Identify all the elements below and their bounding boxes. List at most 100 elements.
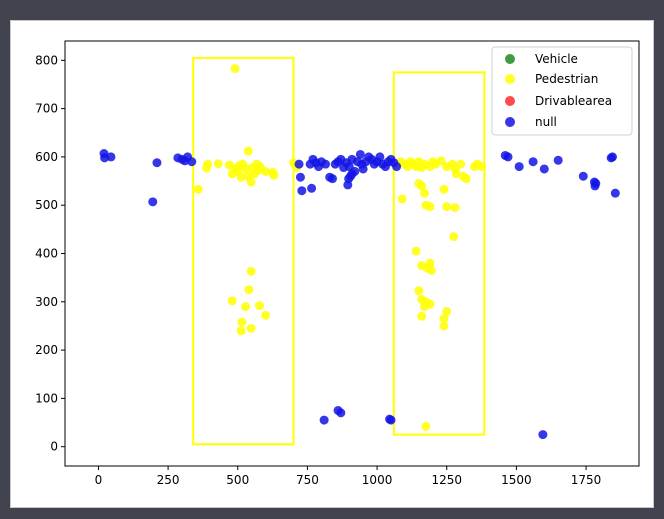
point-pedestrian	[241, 302, 251, 312]
legend-marker-null	[505, 117, 515, 127]
highlight-box-2	[392, 71, 486, 436]
x-tick-label: 750	[296, 473, 319, 487]
y-tick-label: 200	[35, 343, 58, 357]
point-pedestrian	[261, 166, 271, 176]
x-tick-label: 1750	[571, 473, 602, 487]
point-pedestrian	[237, 317, 247, 327]
figure-frame: 0 250 500 750 1000 1250 1500 1750 0 100 200 300 400…	[10, 20, 654, 508]
point-null	[578, 171, 588, 181]
point-pedestrian	[246, 323, 256, 333]
point-pedestrian	[244, 285, 254, 295]
point-null	[319, 415, 329, 425]
point-null	[608, 152, 618, 162]
y-tick-label: 500	[35, 198, 58, 212]
point-pedestrian	[213, 159, 223, 169]
y-axis: 0 100 200 300 400 500 600 700 800	[35, 53, 65, 454]
point-null	[591, 178, 601, 188]
point-pedestrian	[436, 156, 446, 166]
y-tick-label: 400	[35, 247, 58, 261]
point-pedestrian	[439, 184, 449, 194]
highlight-box-1	[192, 56, 295, 446]
point-null	[528, 157, 538, 167]
point-null	[294, 159, 304, 169]
point-pedestrian	[417, 181, 427, 191]
y-tick-label: 100	[35, 391, 58, 405]
y-tick-label: 800	[35, 53, 58, 67]
point-null	[553, 155, 563, 165]
point-null	[295, 172, 305, 182]
point-pedestrian	[426, 265, 436, 275]
y-tick-label: 300	[35, 295, 58, 309]
point-pedestrian	[421, 421, 431, 431]
point-pedestrian	[425, 202, 435, 212]
point-pedestrian	[269, 170, 279, 180]
x-tick-label: 1250	[431, 473, 462, 487]
point-pedestrian	[227, 296, 237, 306]
legend-label-vehicle: Vehicle	[535, 52, 578, 66]
point-null	[152, 158, 162, 168]
point-null	[187, 157, 197, 167]
scatter-chart: 0 250 500 750 1000 1250 1500 1750 0 100 200 300 400…	[35, 40, 640, 487]
point-pedestrian	[261, 310, 271, 320]
point-null	[539, 164, 549, 174]
point-pedestrian	[411, 246, 421, 256]
point-null	[503, 152, 513, 162]
y-tick-label: 700	[35, 102, 58, 116]
legend-marker-pedestrian	[505, 74, 515, 84]
x-axis: 0 250 500 750 1000 1250 1500 1750	[95, 466, 602, 487]
point-pedestrian	[456, 159, 466, 169]
point-pedestrian	[451, 169, 461, 179]
legend-label-drivablearea: Drivablearea	[535, 94, 612, 108]
point-null	[610, 188, 620, 198]
point-null	[148, 197, 158, 207]
point-pedestrian	[230, 64, 240, 74]
point-pedestrian	[193, 184, 203, 194]
x-tick-label: 1500	[501, 473, 532, 487]
point-pedestrian	[414, 286, 424, 296]
point-pedestrian	[246, 266, 256, 276]
point-null	[358, 164, 368, 174]
point-null	[307, 183, 317, 193]
legend-marker-vehicle	[505, 54, 515, 64]
point-pedestrian	[419, 302, 429, 312]
point-null	[386, 415, 396, 425]
point-pedestrian	[243, 146, 253, 156]
point-null	[347, 169, 357, 179]
legend: Vehicle Pedestrian Drivablearea null	[491, 46, 633, 136]
highlight-boxes	[192, 56, 486, 446]
point-pedestrian	[442, 306, 452, 316]
point-pedestrian	[442, 202, 452, 212]
point-null	[538, 430, 548, 440]
point-null	[321, 159, 331, 169]
legend-marker-drivablearea	[505, 96, 515, 106]
x-tick-label: 500	[226, 473, 249, 487]
point-null	[514, 162, 524, 172]
point-pedestrian	[439, 314, 449, 324]
y-tick-label: 0	[50, 440, 58, 454]
point-pedestrian	[397, 194, 407, 204]
point-null	[297, 186, 307, 196]
point-null	[106, 152, 116, 162]
point-pedestrian	[417, 311, 427, 321]
point-pedestrian	[461, 174, 471, 184]
point-null	[392, 162, 402, 172]
point-null	[375, 152, 385, 162]
point-pedestrian	[236, 172, 246, 182]
point-pedestrian	[449, 232, 459, 242]
x-tick-label: 0	[95, 473, 103, 487]
legend-box	[491, 46, 633, 136]
x-tick-label: 250	[157, 473, 180, 487]
point-pedestrian	[450, 203, 460, 213]
x-tick-label: 1000	[362, 473, 393, 487]
legend-label-null: null	[535, 115, 557, 129]
point-pedestrian	[477, 162, 487, 172]
point-null	[355, 149, 365, 159]
point-pedestrian	[419, 188, 429, 198]
point-pedestrian	[439, 321, 449, 331]
point-null	[327, 174, 337, 184]
point-pedestrian	[236, 326, 246, 336]
point-pedestrian	[241, 164, 251, 174]
point-null	[333, 405, 343, 415]
y-tick-label: 600	[35, 150, 58, 164]
legend-label-pedestrian: Pedestrian	[535, 72, 598, 86]
